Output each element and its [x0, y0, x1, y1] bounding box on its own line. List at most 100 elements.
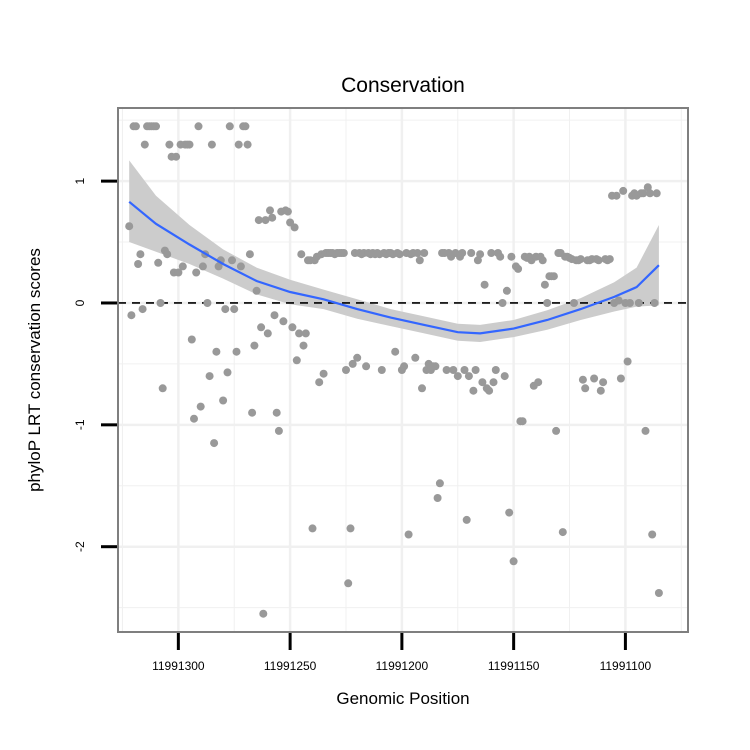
data-point — [279, 317, 288, 326]
data-point — [344, 579, 353, 588]
data-point — [496, 252, 505, 261]
y-tick-label: -2 — [73, 541, 87, 552]
data-point — [391, 347, 400, 356]
data-point — [232, 347, 241, 356]
data-point — [266, 206, 274, 215]
data-point — [514, 264, 523, 273]
data-point — [616, 374, 625, 383]
data-point — [654, 589, 663, 597]
data-point — [377, 366, 386, 374]
data-point — [507, 252, 516, 261]
data-point — [292, 356, 301, 365]
data-point — [558, 528, 567, 537]
data-point — [212, 347, 221, 356]
x-axis-label: Genomic Position — [336, 689, 469, 708]
data-point — [362, 362, 371, 371]
data-point — [290, 223, 299, 232]
data-point — [418, 384, 426, 393]
data-point — [476, 250, 485, 259]
x-tick-label: 11991300 — [152, 659, 205, 673]
data-points — [125, 122, 663, 618]
data-point — [453, 372, 462, 381]
data-point — [234, 140, 243, 149]
data-point — [283, 207, 292, 216]
data-point — [295, 329, 304, 338]
data-point — [138, 305, 147, 314]
data-point — [174, 268, 183, 277]
data-point — [125, 222, 134, 231]
data-point — [230, 305, 239, 314]
data-point — [641, 426, 650, 435]
data-point — [214, 262, 223, 271]
data-point — [518, 417, 527, 426]
data-point — [196, 402, 205, 411]
data-point — [431, 362, 440, 371]
data-point — [596, 386, 605, 395]
data-point — [203, 299, 212, 307]
data-point — [236, 262, 245, 271]
data-point — [192, 268, 201, 277]
data-point — [319, 369, 328, 378]
data-point — [274, 426, 283, 435]
x-axis-ticks: 11991300 11991250 11991200 11991150 11991100 — [152, 633, 652, 673]
data-point — [460, 366, 469, 374]
data-point — [400, 362, 409, 371]
data-point — [599, 378, 608, 387]
data-point — [489, 378, 498, 387]
data-point — [254, 216, 263, 225]
data-point — [581, 384, 590, 393]
y-tick-label: -1 — [73, 419, 87, 430]
panel-border — [117, 107, 689, 633]
data-point — [549, 272, 558, 281]
data-point — [639, 189, 648, 198]
y-tick-label: 0 — [73, 299, 87, 306]
data-point — [612, 191, 621, 200]
data-point — [163, 250, 172, 259]
data-point — [127, 311, 136, 320]
data-point — [469, 386, 478, 395]
data-point — [243, 140, 252, 149]
y-tick-label: 1 — [73, 177, 87, 184]
data-point — [650, 299, 659, 307]
data-point — [634, 299, 643, 307]
data-point — [395, 250, 404, 259]
data-point — [552, 426, 561, 435]
data-point — [485, 386, 494, 395]
data-point — [241, 122, 250, 131]
data-point — [156, 299, 165, 307]
data-point — [433, 494, 442, 502]
data-point — [210, 439, 219, 448]
data-point — [140, 140, 149, 149]
data-point — [480, 280, 489, 289]
data-point — [449, 366, 458, 374]
data-point — [152, 122, 160, 131]
data-point — [190, 414, 198, 423]
smooth-fit-layer — [128, 200, 660, 335]
data-point — [543, 299, 552, 307]
data-point — [270, 311, 279, 320]
data-point — [228, 256, 236, 265]
data-point — [261, 216, 270, 225]
data-point — [487, 249, 496, 257]
data-point — [623, 357, 632, 366]
y-axis-label: phyloP LRT conservation scores — [25, 248, 44, 492]
data-point — [534, 378, 543, 387]
data-point — [491, 366, 500, 374]
data-point — [415, 256, 424, 265]
data-point — [223, 368, 232, 377]
data-point — [288, 323, 297, 332]
data-point — [605, 255, 614, 264]
data-point — [462, 515, 471, 524]
chart-title: Conservation — [341, 74, 465, 97]
x-tick-label: 11991200 — [376, 659, 429, 673]
data-point — [411, 353, 420, 362]
data-point — [221, 305, 230, 314]
data-point — [578, 375, 587, 384]
data-point — [185, 140, 194, 149]
data-point — [498, 299, 507, 307]
data-point — [467, 249, 476, 257]
data-point — [473, 256, 482, 265]
data-point — [225, 122, 234, 131]
data-point — [614, 296, 623, 305]
